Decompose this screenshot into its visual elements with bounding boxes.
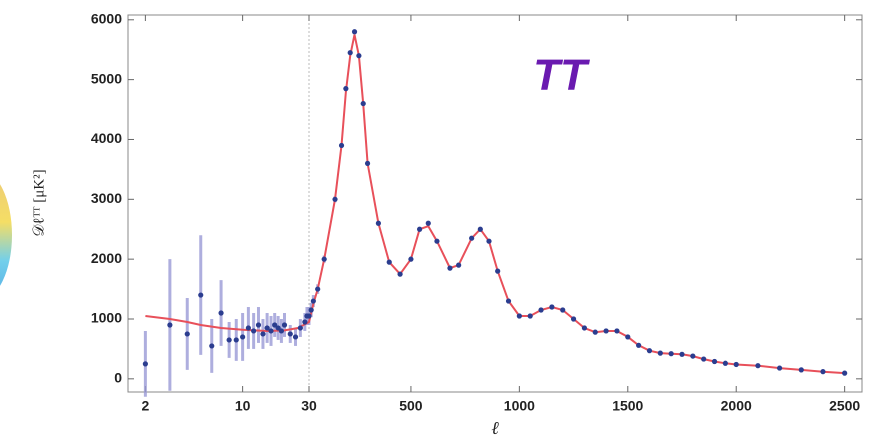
data-point bbox=[251, 328, 257, 334]
data-point bbox=[798, 367, 804, 373]
y-tick-label: 5000 bbox=[91, 70, 122, 86]
data-point bbox=[356, 53, 362, 59]
data-point bbox=[343, 86, 349, 92]
sky-map-edge bbox=[0, 184, 12, 286]
data-point bbox=[516, 313, 522, 319]
y-tick-label: 0 bbox=[114, 370, 122, 386]
data-point bbox=[184, 331, 190, 337]
data-point bbox=[209, 343, 215, 349]
data-point bbox=[711, 358, 718, 365]
data-point bbox=[505, 298, 512, 304]
data-point bbox=[255, 322, 262, 328]
x-tick-label: 500 bbox=[399, 398, 423, 414]
plot-frame bbox=[127, 14, 863, 393]
y-tick-label: 3000 bbox=[91, 190, 122, 206]
data-point bbox=[167, 322, 173, 328]
data-point bbox=[264, 325, 270, 331]
data-point bbox=[527, 313, 533, 319]
data-point bbox=[425, 220, 431, 226]
annotation: TT bbox=[533, 51, 590, 100]
data-point bbox=[592, 329, 598, 335]
x-tick-label: 2000 bbox=[721, 398, 752, 414]
data-point bbox=[614, 328, 620, 334]
y-tick-label: 4000 bbox=[91, 130, 122, 146]
data-point bbox=[364, 160, 371, 167]
data-point bbox=[240, 334, 246, 340]
x-tick-label: 30 bbox=[301, 398, 317, 414]
data-point bbox=[198, 292, 204, 298]
data-point bbox=[310, 298, 316, 304]
data-point bbox=[233, 337, 239, 343]
data-point bbox=[386, 259, 392, 265]
data-point bbox=[469, 235, 475, 241]
data-point bbox=[755, 363, 761, 369]
data-point bbox=[268, 328, 274, 334]
data-point bbox=[302, 319, 308, 325]
y-tick-label: 1000 bbox=[91, 310, 122, 326]
data-point bbox=[397, 271, 403, 277]
data-point bbox=[733, 361, 739, 368]
data-point bbox=[306, 313, 312, 319]
data-point bbox=[603, 328, 609, 334]
data-point bbox=[226, 337, 232, 343]
data-point bbox=[690, 353, 696, 359]
y-axis-label: 𝒟ℓᵀᵀ [μK²] bbox=[31, 169, 47, 236]
data-point bbox=[315, 286, 321, 292]
data-point bbox=[375, 220, 381, 226]
x-tick-label: 10 bbox=[235, 398, 251, 414]
data-point bbox=[338, 142, 345, 149]
data-point bbox=[477, 226, 483, 232]
data-point bbox=[701, 356, 707, 362]
x-tick-label: 2 bbox=[141, 398, 149, 414]
data-point bbox=[218, 310, 224, 316]
data-point bbox=[245, 325, 251, 331]
data-point bbox=[347, 50, 353, 56]
data-point bbox=[722, 360, 728, 366]
x-tick-label: 2500 bbox=[829, 398, 860, 414]
data-point bbox=[260, 331, 266, 337]
data-point bbox=[538, 307, 544, 313]
data-point bbox=[820, 369, 826, 375]
data-point bbox=[657, 350, 663, 356]
data-point bbox=[776, 365, 783, 371]
data-point bbox=[417, 226, 423, 232]
data-point bbox=[560, 307, 566, 313]
data-point bbox=[486, 238, 492, 244]
data-point bbox=[278, 328, 285, 334]
data-point bbox=[625, 334, 631, 340]
y-tick-label: 2000 bbox=[91, 250, 122, 266]
data-point bbox=[842, 370, 848, 376]
data-point bbox=[351, 29, 358, 35]
data-point bbox=[308, 307, 314, 313]
data-point bbox=[456, 262, 462, 268]
data-point bbox=[292, 334, 299, 340]
model-line bbox=[145, 34, 845, 375]
data-point bbox=[679, 351, 685, 357]
data-point bbox=[668, 351, 674, 357]
data-point bbox=[297, 325, 303, 331]
y-tick-label: 6000 bbox=[91, 10, 122, 26]
data-point bbox=[581, 325, 588, 331]
data-point bbox=[636, 342, 642, 348]
data-point bbox=[434, 238, 440, 244]
data-point bbox=[321, 256, 327, 262]
x-axis-label: ℓ bbox=[491, 418, 499, 438]
data-point bbox=[549, 304, 555, 310]
data-point bbox=[332, 196, 338, 202]
data-point bbox=[281, 322, 288, 328]
data-point bbox=[408, 256, 414, 262]
data-point bbox=[447, 265, 453, 271]
x-tick-label: 1500 bbox=[612, 398, 643, 414]
data-point bbox=[646, 348, 653, 354]
data-point bbox=[272, 322, 278, 328]
data-point bbox=[360, 100, 366, 107]
data-point bbox=[570, 316, 577, 322]
data-point bbox=[142, 361, 148, 367]
data-point bbox=[287, 331, 293, 337]
data-point bbox=[495, 268, 501, 274]
x-tick-label: 1000 bbox=[504, 398, 535, 414]
